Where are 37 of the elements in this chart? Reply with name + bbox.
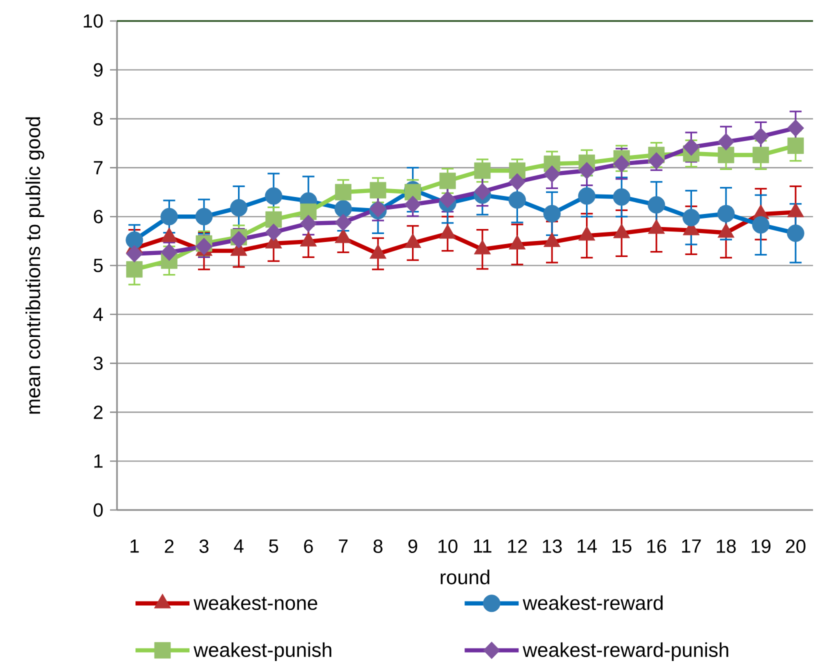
- x-tick-label: 1: [130, 540, 139, 553]
- x-tick-label: 11: [474, 540, 492, 553]
- y-tick-label: 4: [93, 308, 103, 321]
- x-tick-label: 2: [164, 540, 174, 553]
- y-tick-label: 3: [94, 356, 103, 370]
- x-tick-label: 6: [304, 540, 313, 553]
- y-tick-label: 6: [94, 210, 103, 224]
- x-tick-label: 7: [338, 540, 348, 553]
- x-tick-label: 20: [786, 540, 806, 553]
- y-axis-title: mean contributions to public good: [26, 117, 44, 414]
- y-tick-label: 10: [84, 14, 103, 28]
- x-tick-label: 10: [438, 540, 458, 553]
- x-tick-label: 18: [716, 540, 736, 553]
- x-tick-label: 16: [647, 540, 666, 553]
- legend-label: weakest-reward-punish: [522, 642, 728, 661]
- x-tick-label: 17: [682, 540, 701, 553]
- legend-label: weakest-none: [194, 595, 318, 610]
- x-tick-label: 5: [269, 540, 278, 553]
- x-tick-label: 8: [374, 540, 382, 553]
- y-tick-label: 5: [94, 258, 103, 272]
- x-tick-label: 19: [752, 540, 770, 553]
- y-tick-label: 9: [94, 63, 103, 77]
- x-tick-label: 4: [234, 540, 244, 553]
- x-tick-label: 3: [199, 540, 208, 553]
- x-tick-label: 13: [542, 540, 562, 553]
- x-tick-label: 14: [578, 540, 597, 553]
- y-tick-label: 8: [94, 112, 103, 126]
- x-tick-label: 9: [408, 540, 418, 553]
- x-tick-label: 12: [508, 540, 527, 553]
- y-tick-label: 7: [94, 161, 103, 174]
- y-tick-label: 0: [94, 503, 103, 517]
- legend-label: weakest-punish: [194, 642, 332, 661]
- x-tick-label: 15: [612, 540, 632, 553]
- y-tick-label: 1: [94, 454, 103, 468]
- legend-label: weakest-reward: [522, 595, 663, 610]
- x-axis-title: round: [440, 570, 490, 584]
- y-tick-label: 2: [94, 406, 103, 419]
